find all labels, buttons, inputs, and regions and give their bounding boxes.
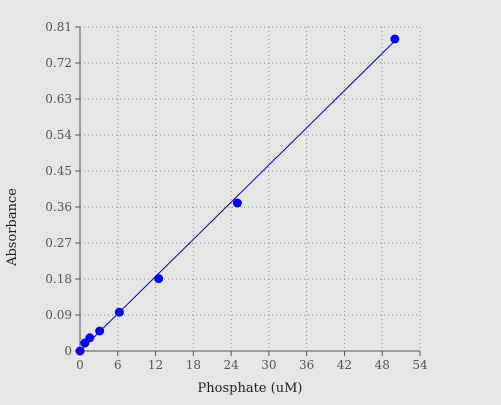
data-point: [95, 326, 105, 336]
x-tick-label: 12: [148, 358, 163, 372]
y-tick-label: 0.81: [45, 20, 72, 34]
data-point: [390, 34, 400, 44]
data-point: [85, 333, 95, 343]
x-axis-title: Phosphate (uM): [198, 381, 303, 396]
data-point: [114, 307, 124, 317]
x-tick-label: 54: [412, 358, 428, 372]
x-tick-label: 18: [186, 358, 201, 372]
x-tick-label: 42: [337, 358, 352, 372]
x-tick-label: 6: [114, 358, 122, 372]
axes: [79, 27, 420, 352]
y-tick-label: 0.36: [45, 200, 72, 214]
x-tick-label: 36: [299, 358, 314, 372]
x-tick-label: 48: [375, 358, 390, 372]
data-point: [154, 274, 164, 284]
y-tick-label: 0.45: [45, 164, 72, 178]
trendline: [79, 40, 396, 352]
y-tick-label: 0.63: [45, 92, 72, 106]
y-tick-label: 0.18: [45, 272, 72, 286]
y-tick-label: 0.27: [45, 236, 72, 250]
x-tick-label: 0: [76, 358, 84, 372]
y-axis-title: Absorbance: [5, 188, 20, 267]
data-point: [75, 346, 85, 356]
y-tick-label: 0.54: [45, 128, 72, 142]
y-tick-label: 0.72: [45, 56, 72, 70]
y-ticks: 0 0.09 0.18 0.27 0.36 0.45 0.54 0.63 0.72 0.81: [45, 20, 80, 358]
x-tick-label: 30: [261, 358, 276, 372]
data-points: [75, 34, 400, 356]
y-tick-label: 0.09: [45, 308, 72, 322]
y-tick-label: 0: [64, 344, 72, 358]
data-point: [232, 198, 242, 208]
x-tick-label: 24: [223, 358, 239, 372]
gridlines: [80, 26, 421, 351]
x-ticks: 0 6 12 18 24 30 36 42 48 54: [76, 351, 428, 372]
